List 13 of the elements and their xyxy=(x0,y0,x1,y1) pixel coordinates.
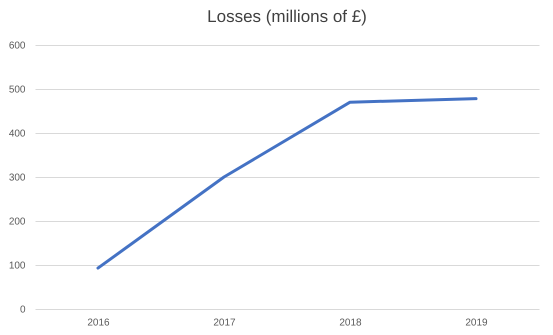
y-tick-label: 0 xyxy=(20,304,26,316)
x-tick-label: 2019 xyxy=(465,318,488,328)
line-series xyxy=(96,97,478,270)
y-tick-label: 600 xyxy=(8,40,26,52)
chart-title: Losses (millions of £) xyxy=(207,7,367,26)
y-tick-label: 300 xyxy=(8,172,26,184)
y-tick-label: 200 xyxy=(8,216,26,228)
y-tick-label: 400 xyxy=(8,128,26,140)
x-tick-label: 2018 xyxy=(339,318,362,328)
x-tick-label: 2017 xyxy=(213,318,236,328)
y-tick-label: 100 xyxy=(8,260,26,272)
y-tick-label: 500 xyxy=(8,84,26,96)
x-tick-label: 2016 xyxy=(87,318,110,328)
